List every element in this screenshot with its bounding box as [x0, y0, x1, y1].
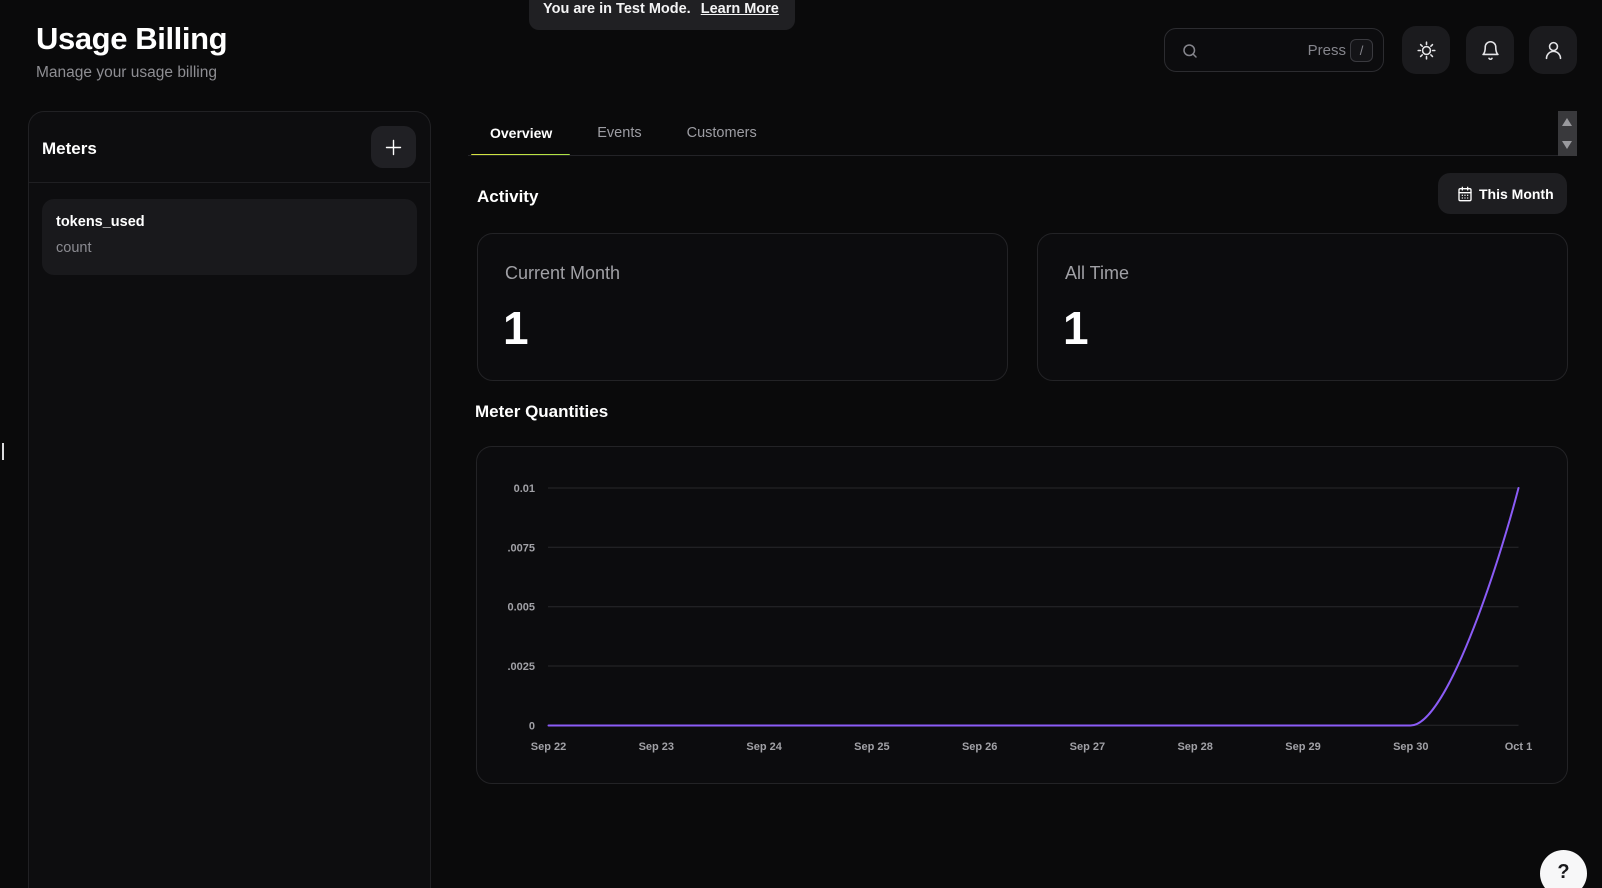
svg-text:.0025: .0025: [507, 661, 535, 673]
svg-text:0: 0: [529, 720, 535, 732]
svg-text:Sep 29: Sep 29: [1285, 741, 1320, 753]
svg-text:0.005: 0.005: [507, 602, 535, 614]
svg-text:Sep 23: Sep 23: [639, 741, 674, 753]
svg-text:Sep 22: Sep 22: [531, 741, 566, 753]
svg-text:Sep 24: Sep 24: [746, 741, 782, 753]
svg-text:Sep 28: Sep 28: [1177, 741, 1212, 753]
svg-text:0.01: 0.01: [514, 483, 535, 495]
svg-text:Sep 25: Sep 25: [854, 741, 889, 753]
svg-text:Sep 26: Sep 26: [962, 741, 997, 753]
svg-text:.0075: .0075: [507, 542, 535, 554]
svg-text:Sep 30: Sep 30: [1393, 741, 1428, 753]
svg-text:Oct 1: Oct 1: [1505, 741, 1533, 753]
svg-text:Sep 27: Sep 27: [1070, 741, 1105, 753]
